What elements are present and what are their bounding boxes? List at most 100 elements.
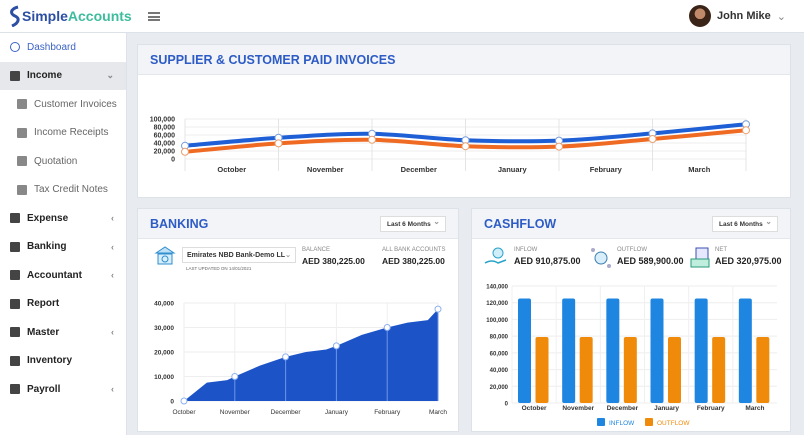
bar-inflow bbox=[562, 298, 576, 403]
logo-text-simple: Simple bbox=[22, 8, 68, 24]
y-tick-label: 60,000 bbox=[490, 351, 509, 357]
sidebar-item-label: Banking bbox=[27, 241, 67, 253]
credit-note-icon bbox=[17, 184, 27, 195]
sidebar-item-label: Accountant bbox=[27, 269, 82, 281]
area-fill bbox=[184, 309, 438, 401]
cashflow-title: CASHFLOW bbox=[484, 216, 557, 231]
y-tick-label: 20,000 bbox=[490, 385, 509, 391]
sidebar-item-payroll[interactable]: Payroll ‹ bbox=[0, 375, 126, 404]
chevron-down-icon: ⌄ bbox=[776, 10, 786, 23]
sidebar-item-master[interactable]: Master ‹ bbox=[0, 318, 126, 347]
sidebar-item-label: Payroll bbox=[27, 383, 61, 395]
x-tick-label: March bbox=[429, 409, 447, 416]
x-tick-label: December bbox=[271, 409, 302, 416]
x-tick-label: December bbox=[607, 405, 639, 412]
data-point bbox=[648, 135, 657, 143]
sidebar-item-expense[interactable]: Expense ‹ bbox=[0, 204, 126, 233]
banking-title: BANKING bbox=[150, 216, 209, 231]
y-tick-label: 0 bbox=[170, 399, 174, 406]
data-point bbox=[383, 324, 391, 331]
cashflow-period-select[interactable]: Last 6 Months bbox=[712, 216, 778, 232]
inventory-icon bbox=[10, 355, 20, 366]
sidebar-item-income-receipts[interactable]: Income Receipts bbox=[0, 119, 126, 148]
banking-area-chart: 0 10,000 20,000 30,000 40,000 October November… bbox=[154, 301, 447, 417]
accountant-icon bbox=[10, 270, 20, 281]
invoices-card: SUPPLIER & CUSTOMER PAID INVOICES 0 20,00… bbox=[137, 44, 791, 198]
sidebar-item-dashboard[interactable]: Dashboard bbox=[0, 33, 126, 62]
data-point bbox=[368, 135, 376, 144]
bar-outflow bbox=[623, 336, 637, 403]
x-tick-label: March bbox=[688, 165, 711, 174]
x-tick-label: March bbox=[745, 405, 764, 412]
sidebar-item-label: Report bbox=[27, 298, 60, 310]
y-tick-label: 20,000 bbox=[154, 149, 176, 156]
bar-outflow bbox=[579, 336, 593, 403]
report-icon bbox=[10, 298, 20, 309]
net-value: AED 320,975.00 bbox=[715, 256, 782, 266]
sidebar-item-label: Quotation bbox=[34, 155, 78, 167]
receipt-icon bbox=[17, 127, 27, 138]
y-tick-label: 80,000 bbox=[490, 335, 509, 341]
sidebar-item-quotation[interactable]: Quotation bbox=[0, 147, 126, 176]
y-tick-label: 0 bbox=[171, 157, 175, 164]
top-header: Simple Accounts John Mike ⌄ bbox=[0, 0, 804, 33]
invoices-title: SUPPLIER & CUSTOMER PAID INVOICES bbox=[138, 45, 790, 75]
sidebar-item-banking[interactable]: Banking ‹ bbox=[0, 233, 126, 262]
logo-icon bbox=[10, 5, 20, 27]
y-tick-label: 40,000 bbox=[154, 301, 174, 308]
outflow-value: AED 589,900.00 bbox=[617, 256, 684, 266]
dashboard-icon bbox=[10, 42, 20, 53]
x-tick-label: February bbox=[590, 165, 623, 174]
all-accounts-value: AED 380,225.00 bbox=[382, 256, 445, 266]
data-point bbox=[181, 147, 189, 156]
bar-outflow bbox=[756, 336, 770, 403]
data-point bbox=[282, 353, 290, 361]
y-tick-label: 140,000 bbox=[486, 285, 508, 291]
outflow-label: OUTFLOW bbox=[617, 247, 647, 253]
chevron-icon: ⌄ bbox=[106, 70, 114, 81]
y-tick-label: 100,000 bbox=[150, 117, 175, 124]
x-tick-label: January bbox=[498, 165, 528, 174]
sidebar-item-accountant[interactable]: Accountant ‹ bbox=[0, 261, 126, 290]
banking-card: BANKING Last 6 Months Emirates NBD Bank-… bbox=[137, 208, 459, 432]
sidebar-item-income[interactable]: Income ⌄ bbox=[0, 61, 126, 90]
expense-icon bbox=[10, 213, 20, 224]
all-accounts-label: ALL BANK ACCOUNTS bbox=[382, 247, 446, 253]
chevron-icon: ‹ bbox=[111, 213, 114, 224]
bar-outflow bbox=[668, 336, 681, 403]
sidebar-item-label: Dashboard bbox=[27, 41, 76, 53]
sidebar-item-label: Expense bbox=[27, 212, 69, 224]
data-point bbox=[461, 142, 470, 151]
y-tick-label: 60,000 bbox=[154, 133, 176, 140]
bank-account-select[interactable]: Emirates NBD Bank-Demo LLC ⌄ bbox=[182, 247, 296, 263]
chevron-icon: ‹ bbox=[111, 270, 114, 281]
sidebar-item-label: Master bbox=[27, 326, 60, 338]
cashflow-bar-chart: 0 20,000 40,000 60,000 80,000 100,000 120,000 1… bbox=[486, 285, 777, 427]
y-tick-label: 100,000 bbox=[486, 318, 508, 324]
sidebar-item-label: Inventory bbox=[27, 355, 73, 367]
master-icon bbox=[10, 327, 20, 338]
sidebar-item-customer-invoices[interactable]: Customer Invoices bbox=[0, 90, 126, 119]
banking-period-select[interactable]: Last 6 Months bbox=[380, 216, 446, 232]
bank-icon bbox=[10, 241, 20, 252]
x-tick-label: January bbox=[654, 405, 679, 412]
x-tick-label: December bbox=[401, 165, 437, 174]
app-logo[interactable]: Simple Accounts bbox=[8, 5, 132, 27]
bank-account-name: Emirates NBD Bank-Demo LLC bbox=[187, 251, 291, 259]
income-icon bbox=[10, 70, 20, 81]
hamburger-menu-icon[interactable] bbox=[147, 11, 160, 21]
data-point bbox=[742, 126, 750, 135]
data-point bbox=[231, 373, 239, 380]
net-label: NET bbox=[715, 247, 727, 253]
legend-swatch-inflow bbox=[597, 418, 605, 426]
user-menu[interactable]: John Mike ⌄ bbox=[688, 5, 786, 27]
sidebar-item-inventory[interactable]: Inventory bbox=[0, 347, 126, 376]
chevron-icon: ‹ bbox=[111, 327, 114, 338]
sidebar-item-tax-credit-notes[interactable]: Tax Credit Notes bbox=[0, 176, 126, 205]
legend-swatch-outflow bbox=[645, 418, 653, 426]
legend-label-inflow: INFLOW bbox=[609, 420, 635, 427]
sidebar-item-report[interactable]: Report bbox=[0, 290, 126, 319]
x-tick-label: February bbox=[697, 405, 725, 412]
sidebar-item-label: Tax Credit Notes bbox=[34, 184, 108, 196]
